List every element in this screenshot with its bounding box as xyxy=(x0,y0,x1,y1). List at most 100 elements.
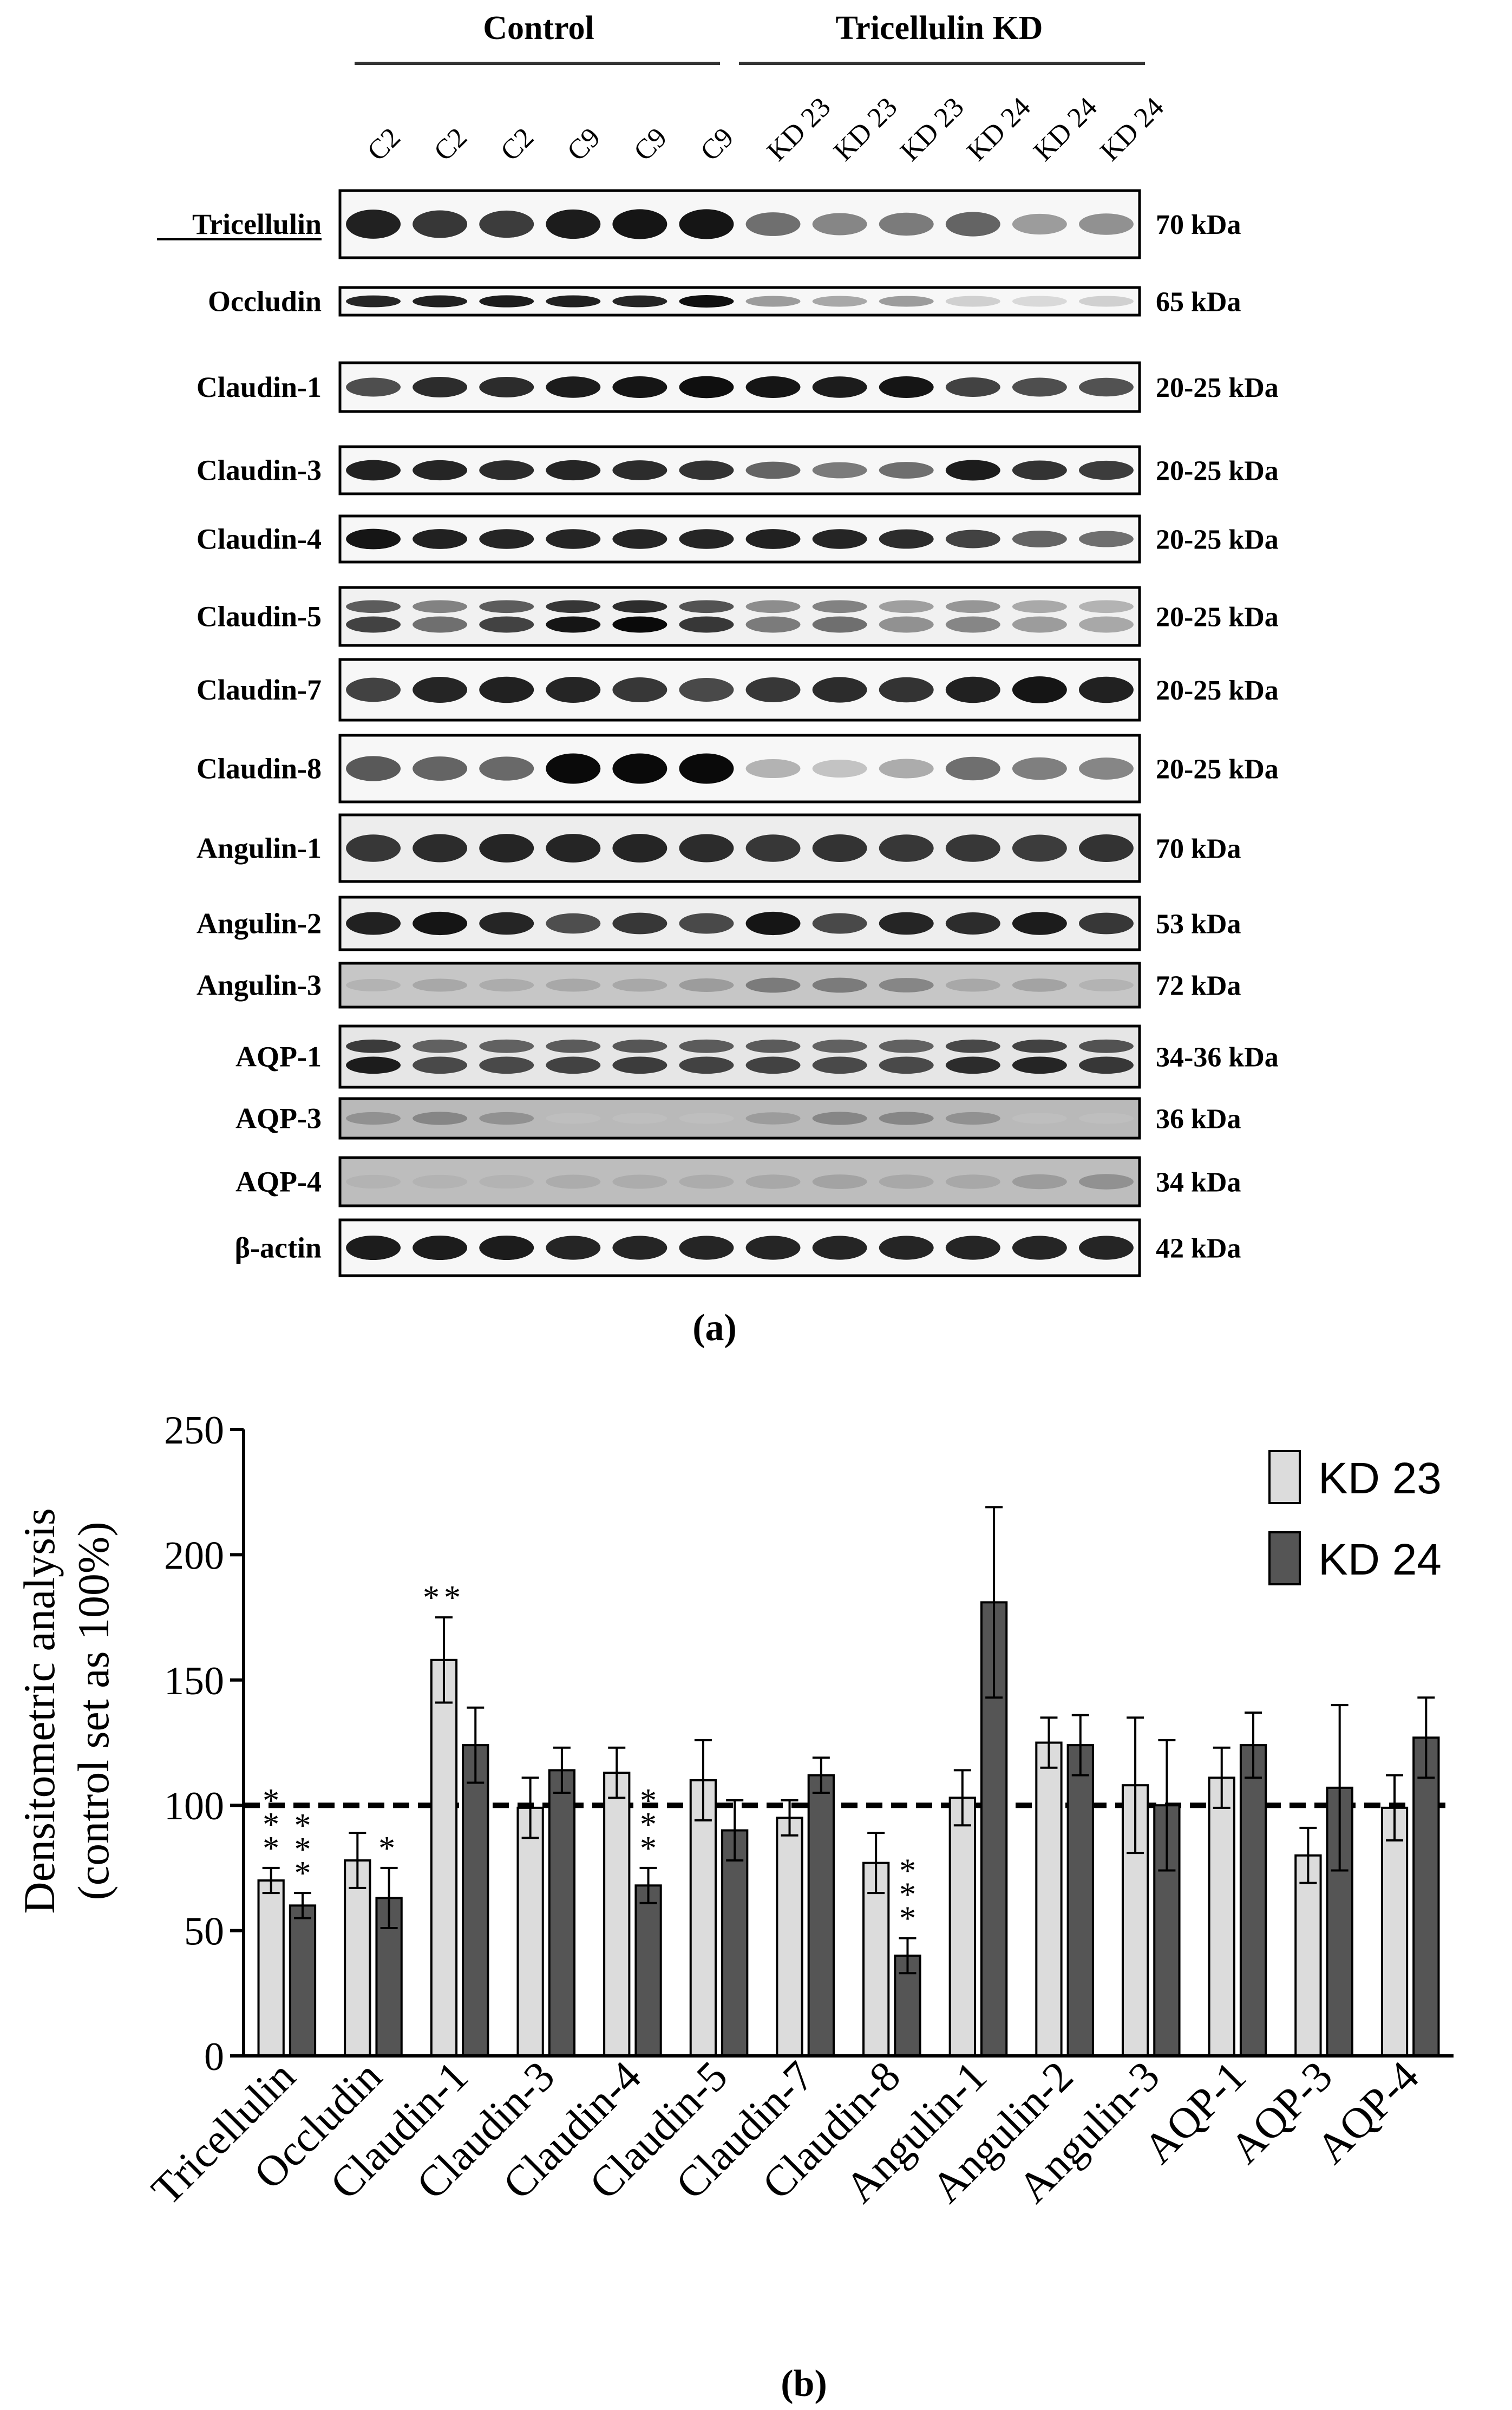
blot-band xyxy=(479,1039,534,1053)
blot-band xyxy=(1012,600,1067,613)
blot-band xyxy=(812,376,867,398)
blot-band xyxy=(679,1056,734,1074)
blot-band xyxy=(679,913,734,934)
blot-band xyxy=(612,978,667,992)
blot-band xyxy=(479,1174,534,1189)
blot-band xyxy=(1012,460,1067,480)
protein-label: Tricellulin xyxy=(192,208,322,240)
blot-strip xyxy=(338,445,1141,495)
blot-band xyxy=(879,616,934,633)
significance-star: * xyxy=(263,1782,279,1819)
blot-band xyxy=(1012,213,1067,235)
blot-band xyxy=(1078,531,1134,547)
significance-star: * xyxy=(263,1830,279,1867)
significance-star: * xyxy=(263,1806,279,1843)
bars: *************** xyxy=(257,1506,1440,2058)
bar xyxy=(862,1862,890,2058)
blot-band xyxy=(346,1056,401,1074)
blot-band xyxy=(745,600,801,613)
blot-band xyxy=(413,834,468,863)
blot-band xyxy=(546,529,601,549)
bar-group xyxy=(721,1799,749,2057)
blot-band xyxy=(1012,377,1067,397)
blot-band xyxy=(1078,676,1134,703)
blot-band xyxy=(745,1236,801,1260)
y-tick-label: 200 xyxy=(164,1533,224,1578)
bar xyxy=(634,1884,662,2057)
blot-row: Angulin-1 70 kDa xyxy=(197,813,1241,883)
blot-band xyxy=(612,1039,667,1053)
blot-band xyxy=(612,677,667,702)
blot-strip xyxy=(338,1218,1141,1277)
blot-band xyxy=(612,616,667,633)
y-tick-label: 0 xyxy=(204,2035,224,2079)
bar-group: ** xyxy=(423,1579,461,2057)
blot-strip xyxy=(338,361,1141,413)
blot-band xyxy=(346,912,401,935)
bar-group xyxy=(1153,1739,1181,2057)
blot-band xyxy=(413,911,468,936)
bar xyxy=(257,1879,285,2058)
blot-band xyxy=(612,1236,667,1260)
blot-strip xyxy=(338,813,1141,883)
blot-band xyxy=(879,978,934,992)
blot-band xyxy=(1012,616,1067,633)
blot-band xyxy=(1012,1113,1067,1124)
blot-band xyxy=(879,376,934,399)
blot-band xyxy=(346,600,401,613)
blot-band xyxy=(479,834,534,863)
blot-band xyxy=(679,678,734,702)
blot-band xyxy=(1078,912,1134,935)
blot-band xyxy=(879,462,934,479)
blot-band xyxy=(679,295,734,308)
blot-band xyxy=(1078,1113,1134,1124)
blot-band xyxy=(812,296,867,307)
bar-group xyxy=(516,1777,544,2057)
bar-group: * xyxy=(375,1830,403,2058)
legend-label: KD 23 xyxy=(1318,1454,1442,1503)
blot-band xyxy=(546,376,601,398)
molecular-weight-label: 20-25 kDa xyxy=(1156,675,1279,706)
blot-band xyxy=(879,600,934,613)
bar-group xyxy=(548,1746,576,2057)
blot-band xyxy=(812,913,867,934)
blot-band xyxy=(679,834,734,863)
blot-band xyxy=(1078,834,1134,863)
bar-group xyxy=(1380,1774,1409,2057)
blot-band xyxy=(479,616,534,633)
blot-strip xyxy=(338,962,1141,1009)
blot-band xyxy=(879,1236,934,1260)
bar-group: *** xyxy=(634,1782,662,2057)
blot-band xyxy=(479,1112,534,1125)
bar xyxy=(1294,1854,1322,2057)
blot-band xyxy=(879,1112,934,1125)
legend-swatch xyxy=(1268,1531,1301,1585)
bar-group: *** xyxy=(894,1852,921,2057)
blot-band xyxy=(1012,676,1067,703)
blot-band xyxy=(546,1113,601,1124)
blot-band xyxy=(879,296,934,307)
blot-band xyxy=(612,295,667,308)
blot-band xyxy=(879,1174,934,1189)
blot-band xyxy=(1012,912,1067,935)
protein-label: Claudin-7 xyxy=(197,674,322,706)
blot-band xyxy=(546,676,601,703)
protein-label: Claudin-1 xyxy=(197,371,322,403)
blot-band xyxy=(879,529,934,549)
legend-swatch xyxy=(1268,1450,1301,1504)
blot-band xyxy=(479,756,534,781)
blot-row: β-actin 42 kDa xyxy=(235,1218,1241,1277)
significance-star: * xyxy=(294,1831,311,1868)
blot-band xyxy=(879,759,934,779)
bar xyxy=(689,1779,717,2057)
bar-group xyxy=(807,1756,835,2058)
blot-band xyxy=(679,978,734,992)
bar-group xyxy=(1239,1711,1267,2057)
blot-band xyxy=(479,600,534,613)
blot-band xyxy=(1078,616,1134,633)
blot-band xyxy=(745,977,801,993)
protein-label: β-actin xyxy=(235,1232,322,1264)
protein-label: Angulin-3 xyxy=(197,969,322,1002)
blot-band xyxy=(1078,600,1134,613)
blot-band xyxy=(346,460,401,481)
